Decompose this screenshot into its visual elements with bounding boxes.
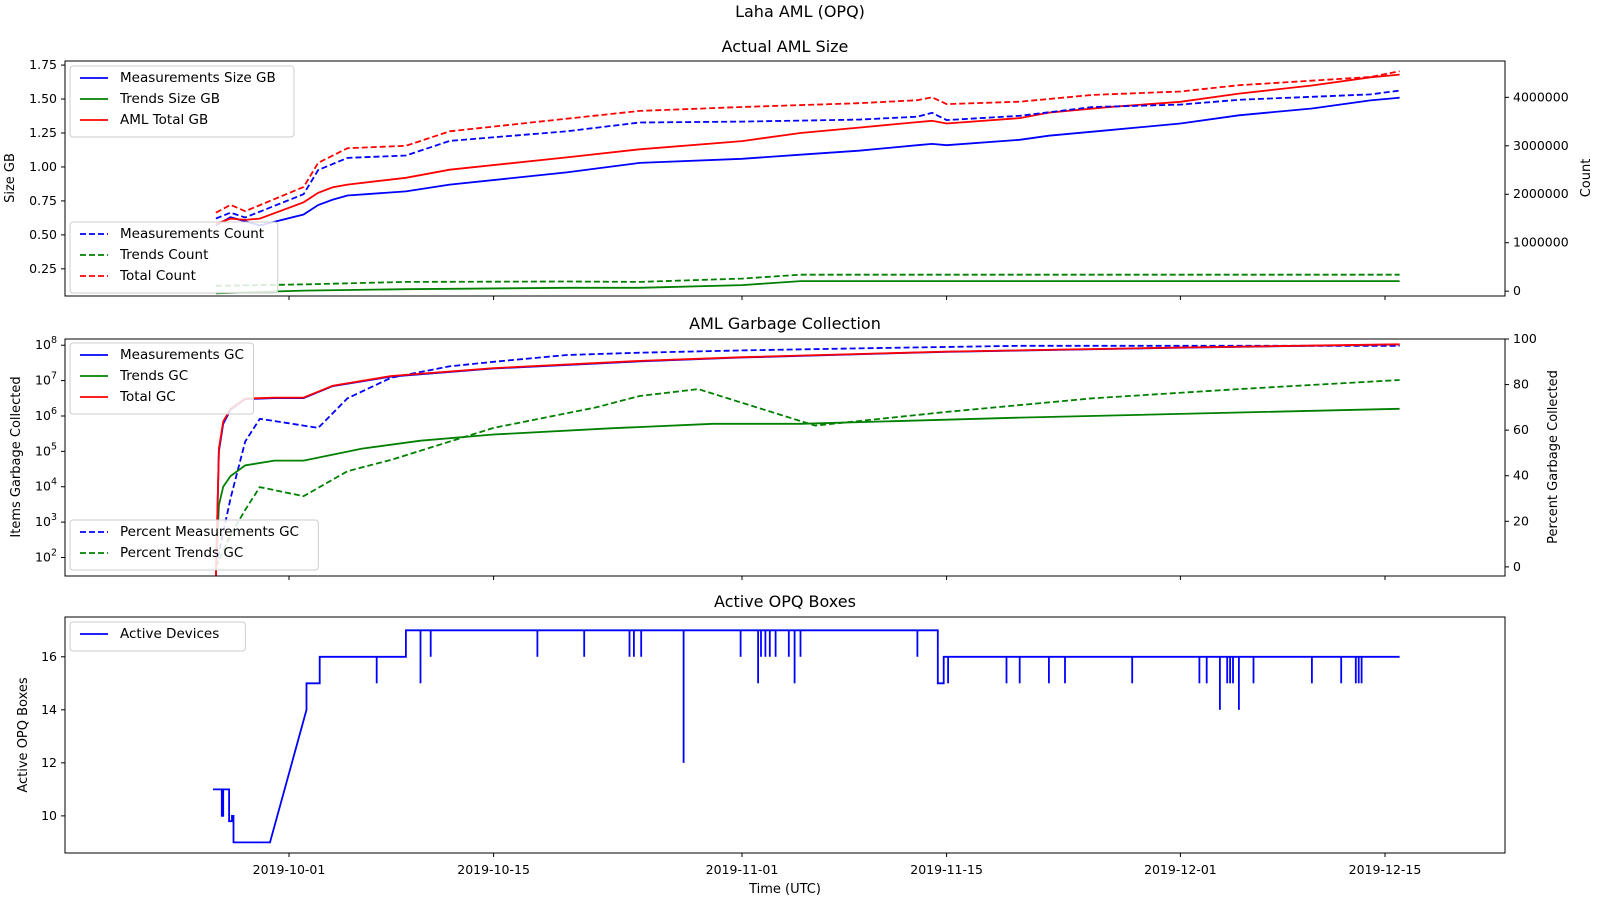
y-tick-label: 16 [41, 649, 57, 664]
legend-label: Total Count [119, 268, 196, 284]
series-group [215, 343, 1400, 577]
plot-frame [64, 338, 1506, 577]
figure-suptitle: Laha AML (OPQ) [735, 2, 865, 21]
y-tick-label: 14 [41, 702, 57, 717]
y2-tick-label: 4000000 [1513, 89, 1569, 104]
y2-tick-label: 80 [1513, 377, 1529, 392]
y-tick-label: 108 [35, 335, 57, 352]
panel-active-boxes: Active OPQ Boxes 10 12 14 16 Active OPQ Box… [16, 592, 1506, 854]
axis-ticks: 0.25 0.50 0.75 1.00 1.25 1.50 1.75 0 1000000 2000… [29, 57, 1569, 298]
series-total-count [215, 70, 1400, 214]
legend-box [69, 621, 246, 652]
series-percent-measurements-gc [215, 344, 1400, 568]
legend-label: Percent Measurements GC [120, 524, 299, 540]
y-axis-label: Active OPQ Boxes [16, 677, 31, 793]
panel-title: Active OPQ Boxes [714, 592, 856, 611]
y-tick-label: 107 [35, 371, 57, 388]
series-group [215, 70, 1400, 295]
y-tick-label: 1.25 [29, 125, 57, 140]
series-aml-total-gb [215, 73, 1400, 225]
axis-ticks: 10 12 14 16 [41, 649, 65, 823]
x-axis-ticks: 2019-10-01 2019-10-15 2019-11-01 2019-11-15… [253, 296, 1422, 877]
x-tick-label: 2019-12-15 [1349, 862, 1422, 877]
y2-tick-label: 40 [1513, 468, 1529, 483]
y-tick-label: 1.00 [29, 159, 57, 174]
series-trends-size-gb [215, 280, 1400, 295]
x-tick-label: 2019-11-01 [706, 862, 779, 877]
legend-label: Percent Trends GC [120, 545, 243, 561]
series-percent-trends-gc [215, 379, 1400, 568]
x-tick-label: 2019-11-15 [910, 862, 983, 877]
series-trends-gc [215, 407, 1400, 577]
y-tick-label: 1.50 [29, 91, 57, 106]
y-tick-label: 0.25 [29, 261, 57, 276]
legend: Measurements Size GB Trends Size GB AML To… [69, 65, 295, 138]
legend-label: Measurements Count [120, 226, 264, 242]
y-axis-label: Size GB [3, 153, 18, 203]
legend-label: AML Total GB [120, 112, 208, 128]
legend-box [69, 342, 254, 415]
legend-box [69, 519, 319, 571]
y2-tick-label: 20 [1513, 513, 1529, 528]
legend-label: Active Devices [120, 626, 219, 642]
series-measurements-size-gb [215, 96, 1400, 227]
y-tick-label: 103 [35, 512, 57, 529]
y2-tick-label: 3000000 [1513, 138, 1569, 153]
y2-axis-label: Percent Garbage Collected [1546, 370, 1561, 544]
series-trends-count [215, 273, 1400, 287]
legend: Active Devices [69, 621, 246, 652]
y2-tick-label: 0 [1513, 559, 1521, 574]
legend-label: Measurements Size GB [120, 70, 276, 86]
x-axis-label: Time (UTC) [748, 882, 821, 897]
series-measurements-count [215, 89, 1400, 220]
series-active-devices [213, 629, 1400, 844]
series-total-gc [215, 343, 1400, 577]
y-tick-label: 105 [35, 441, 57, 458]
legend-label: Trends Size GB [119, 91, 220, 107]
legend: Percent Measurements GC Percent Trends GC [69, 519, 319, 571]
y-axis-label: Items Garbage Collected [9, 376, 24, 537]
panel-title: AML Garbage Collection [689, 314, 881, 333]
y2-tick-label: 100 [1513, 331, 1537, 346]
legend-label: Total GC [119, 389, 176, 405]
legend-label: Trends Count [119, 247, 208, 263]
legend: Measurements GC Trends GC Total GC [69, 342, 254, 415]
legend: Measurements Count Trends Count Total Coun… [69, 221, 279, 294]
x-tick-label: 2019-10-15 [457, 862, 530, 877]
y-tick-label: 102 [35, 548, 57, 565]
y2-tick-label: 0 [1513, 283, 1521, 298]
x-tick-label: 2019-10-01 [253, 862, 326, 877]
y2-tick-label: 1000000 [1513, 235, 1569, 250]
plot-frame [64, 616, 1506, 854]
y-tick-label: 0.75 [29, 193, 57, 208]
legend-label: Trends GC [119, 368, 188, 384]
y-tick-label: 1.75 [29, 57, 57, 72]
legend-box [69, 221, 279, 294]
plot-frame [64, 60, 1506, 297]
y2-axis-label: Count [1579, 159, 1594, 198]
y-tick-label: 10 [41, 808, 57, 823]
legend-box [69, 65, 295, 138]
y-tick-label: 12 [41, 755, 57, 770]
y-tick-label: 104 [35, 477, 57, 494]
series-group [213, 629, 1400, 844]
panel-title: Actual AML Size [722, 37, 849, 56]
panel-garbage-collection: AML Garbage Collection 102 103 104 105 106 10… [9, 314, 1561, 577]
y2-tick-label: 60 [1513, 422, 1529, 437]
y2-tick-label: 2000000 [1513, 186, 1569, 201]
x-tick-label: 2019-12-01 [1144, 862, 1217, 877]
y-tick-label: 0.50 [29, 227, 57, 242]
series-measurements-gc [215, 343, 1400, 577]
panel-aml-size: Actual AML Size 0.25 0.50 0.75 1.00 1.25 1.50… [3, 37, 1594, 298]
legend-label: Measurements GC [120, 347, 244, 363]
y-tick-label: 106 [35, 406, 57, 423]
